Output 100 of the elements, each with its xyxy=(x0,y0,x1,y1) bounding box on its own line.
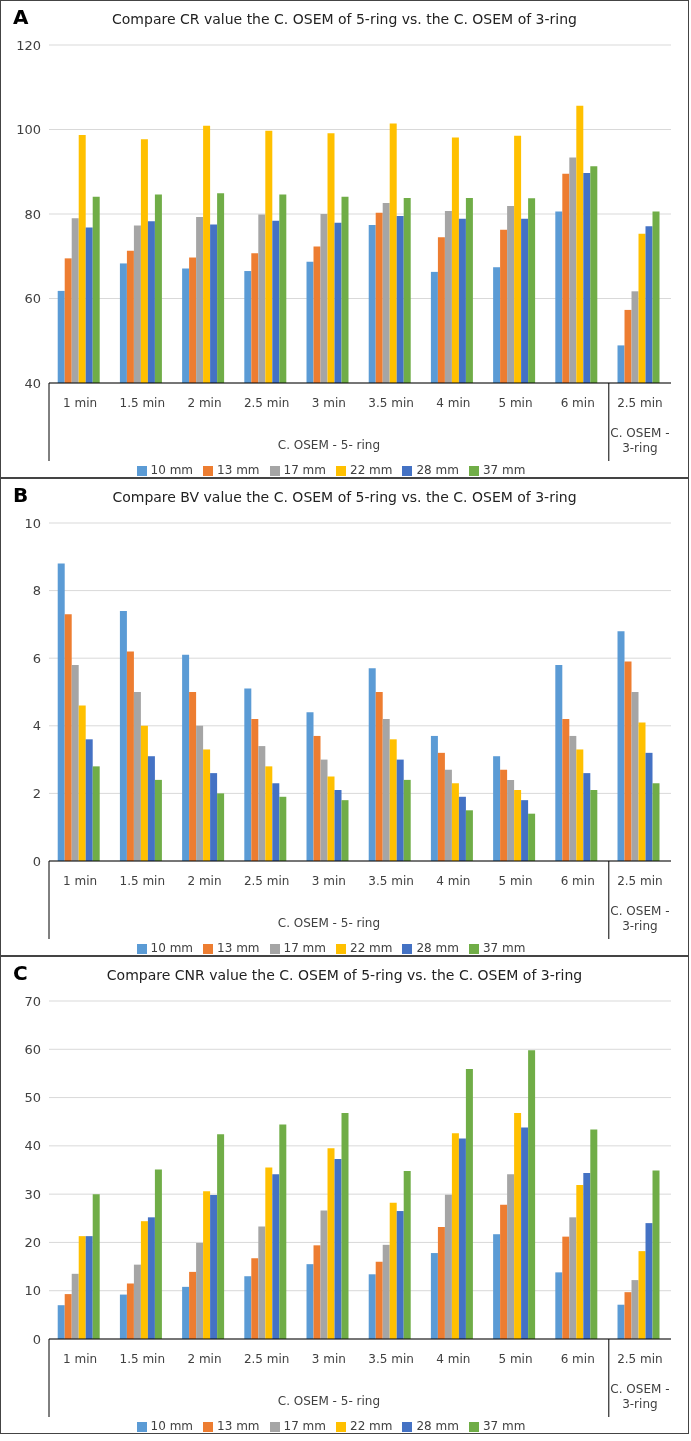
bar xyxy=(279,1124,287,1339)
x-tick-label: 3 min xyxy=(311,396,346,410)
bar xyxy=(569,735,577,861)
bar xyxy=(313,1245,321,1339)
x-tick-label: 2.5 min xyxy=(243,874,290,888)
y-tick-label: 40 xyxy=(24,375,41,391)
bar xyxy=(85,1236,93,1339)
x-tick-label: 4 min xyxy=(436,396,471,410)
bar xyxy=(617,1304,625,1339)
bar xyxy=(210,1195,218,1339)
y-tick-label: 70 xyxy=(24,993,41,1009)
x-tick-label: 5 min xyxy=(498,396,533,410)
legend-label: 22 mm xyxy=(350,1419,393,1433)
bar xyxy=(64,1294,72,1339)
x-tick-label: 2.5 min xyxy=(243,1352,290,1366)
bar xyxy=(85,739,93,861)
bar xyxy=(71,664,79,861)
bar xyxy=(196,725,204,861)
y-tick-label: 10 xyxy=(24,515,41,531)
bar xyxy=(327,1148,335,1339)
bar xyxy=(652,783,660,861)
bar xyxy=(334,1158,342,1339)
legend-label: 13 mm xyxy=(217,1419,260,1433)
y-tick-label: 4 xyxy=(32,718,41,734)
bar xyxy=(451,1133,459,1339)
y-tick-label: 2 xyxy=(32,786,41,802)
bar xyxy=(147,756,155,861)
chart-title: Compare CR value the C. OSEM of 5-ring vs. the C. OSEM of 3-ring xyxy=(112,11,577,27)
x-tick-label: 1 min xyxy=(63,396,98,410)
bar xyxy=(78,705,86,861)
bar xyxy=(78,1236,86,1339)
bar xyxy=(272,1174,280,1339)
text: C. OSEM - 3-ring xyxy=(610,426,670,455)
legend-label: 17 mm xyxy=(283,941,326,955)
bar xyxy=(521,1127,529,1339)
bar xyxy=(182,1286,190,1339)
x-tick-label: 1 min xyxy=(63,874,98,888)
bar xyxy=(493,1234,501,1339)
bar xyxy=(71,1273,79,1339)
x-tick-label: 3.5 min xyxy=(368,396,414,410)
bar xyxy=(652,1170,660,1339)
bar xyxy=(341,1113,349,1339)
bar xyxy=(451,783,459,861)
x-tick-label: 2.5 min xyxy=(617,1352,663,1366)
text: A xyxy=(13,5,29,29)
legend-label: 28 mm xyxy=(416,463,459,477)
bar xyxy=(368,668,376,861)
y-tick-label: 6 xyxy=(32,650,41,666)
y-tick-label: 20 xyxy=(24,1235,41,1251)
bar xyxy=(189,1271,197,1339)
bar xyxy=(244,688,252,861)
bar xyxy=(126,1283,134,1339)
bar xyxy=(528,813,536,861)
text: C. OSEM - 5- ring xyxy=(277,1394,381,1408)
bar xyxy=(583,773,591,861)
bar xyxy=(403,779,411,861)
x-tick-label: 5 min xyxy=(498,874,533,888)
bar xyxy=(555,664,563,861)
y-tick-label: 60 xyxy=(24,291,41,307)
y-tick-label: 80 xyxy=(24,206,41,222)
bar xyxy=(196,1242,204,1339)
bar xyxy=(320,1210,328,1339)
x-tick-label: 3.5 min xyxy=(368,1352,414,1366)
bar xyxy=(562,1236,570,1339)
bar xyxy=(306,1264,314,1339)
legend-label: 22 mm xyxy=(350,941,393,955)
y-tick-label: 30 xyxy=(24,1186,41,1202)
bar xyxy=(327,776,335,861)
bar xyxy=(244,1276,252,1339)
x-tick-label: 3 min xyxy=(311,1352,346,1366)
bar xyxy=(251,719,259,861)
bar xyxy=(500,1204,508,1339)
bar xyxy=(389,1202,397,1339)
bar xyxy=(265,1167,273,1339)
bar xyxy=(645,1223,653,1339)
x-tick-label: 3 min xyxy=(311,874,346,888)
x-tick-label: 2 min xyxy=(187,1352,222,1366)
bar xyxy=(590,790,598,861)
y-tick-label: 0 xyxy=(32,853,41,869)
bar xyxy=(382,1244,390,1339)
bar xyxy=(210,773,218,861)
legend-label: 37 mm xyxy=(482,1419,526,1433)
bar xyxy=(57,563,65,861)
bar xyxy=(437,752,445,861)
x-tick-label: 1.5 min xyxy=(119,1352,166,1366)
x-tick-label: 6 min xyxy=(560,396,595,410)
bar xyxy=(521,800,529,861)
bar xyxy=(493,756,501,861)
text: C. OSEM - 3-ring xyxy=(610,1382,670,1411)
bar xyxy=(154,1169,162,1339)
bar xyxy=(576,1184,584,1339)
chart-title: Compare CNR value the C. OSEM of 5-ring vs. the C. OSEM of 3-ring xyxy=(106,967,583,983)
x-tick-label: 2.5 min xyxy=(243,396,290,410)
x-tick-label: 4 min xyxy=(436,1352,471,1366)
bar xyxy=(258,746,266,861)
x-tick-label: 6 min xyxy=(560,874,595,888)
text: C. OSEM - 5- ring xyxy=(277,916,381,930)
bar xyxy=(624,661,632,861)
bar xyxy=(569,1217,577,1339)
bar xyxy=(403,1170,411,1339)
